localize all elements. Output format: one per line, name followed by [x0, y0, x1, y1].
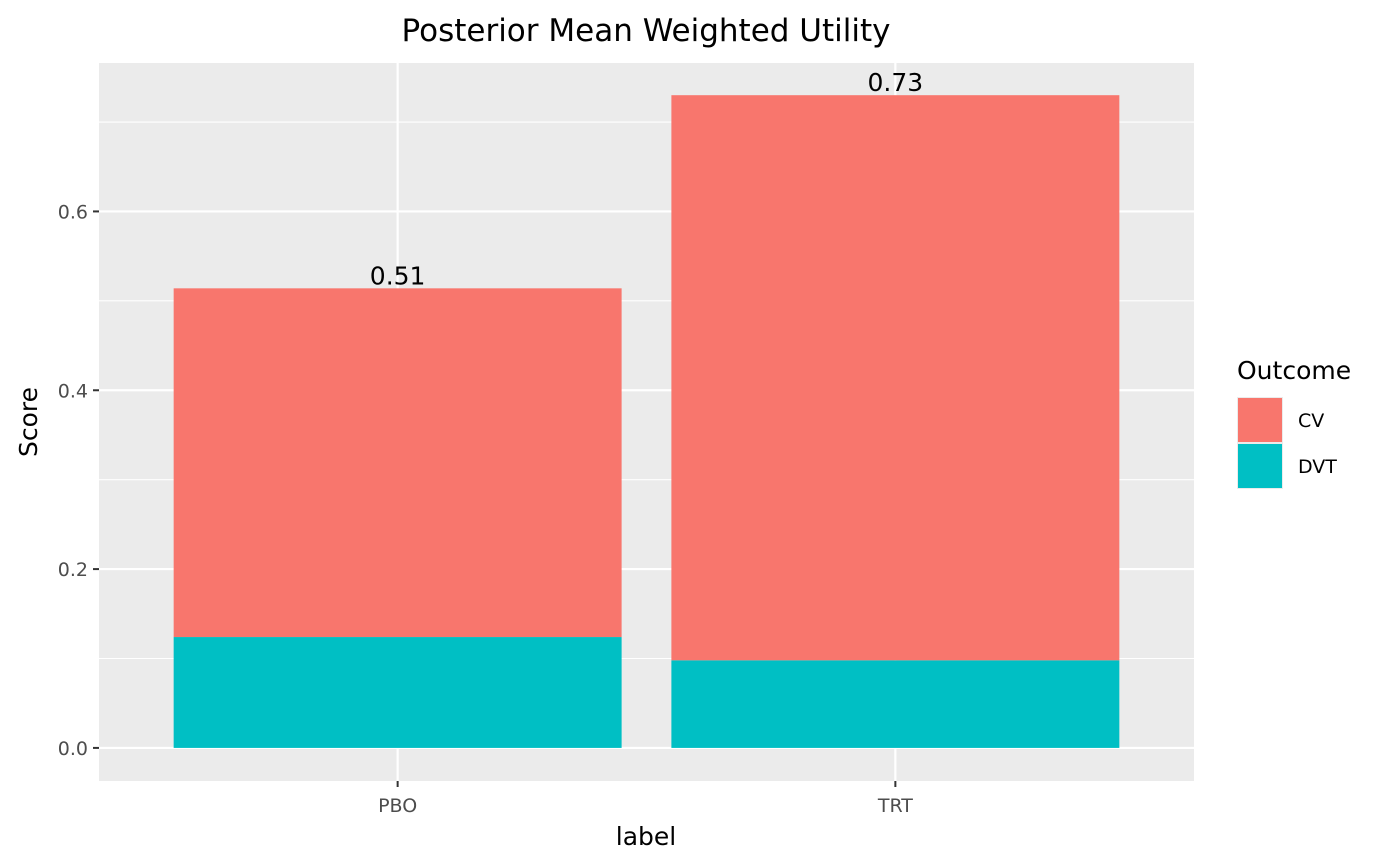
y-tick-label: 0.2 — [58, 559, 88, 581]
bar-cv-pbo — [173, 288, 622, 638]
x-tick-label: TRT — [877, 795, 913, 817]
bar-dvt-pbo — [173, 637, 622, 748]
y-tick-label: 0.6 — [58, 201, 88, 223]
bar-cv-trt — [671, 95, 1120, 661]
legend-swatch-dvt — [1238, 444, 1282, 488]
x-axis: PBO TRT — [378, 781, 913, 817]
bars — [173, 95, 1120, 748]
x-axis-title: label — [616, 822, 676, 851]
y-tick-label: 0.4 — [58, 380, 88, 402]
y-axis: 0.0 0.2 0.4 0.6 — [58, 201, 99, 760]
legend-entries: CV DVT — [1237, 397, 1337, 489]
legend-label-cv: CV — [1298, 410, 1324, 432]
data-label-trt: 0.73 — [868, 68, 924, 97]
chart-title: Posterior Mean Weighted Utility — [402, 13, 891, 49]
legend-swatch-cv — [1238, 398, 1282, 442]
legend-label-dvt: DVT — [1298, 456, 1337, 478]
y-tick-label: 0.0 — [58, 738, 88, 760]
y-axis-title: Score — [14, 387, 43, 457]
bar-dvt-trt — [671, 660, 1120, 748]
data-label-pbo: 0.51 — [370, 261, 426, 290]
legend: Outcome CV DVT — [1237, 356, 1351, 489]
data-labels: 0.51 0.73 — [370, 68, 923, 290]
x-tick-label: PBO — [378, 795, 417, 817]
legend-title: Outcome — [1237, 356, 1351, 385]
